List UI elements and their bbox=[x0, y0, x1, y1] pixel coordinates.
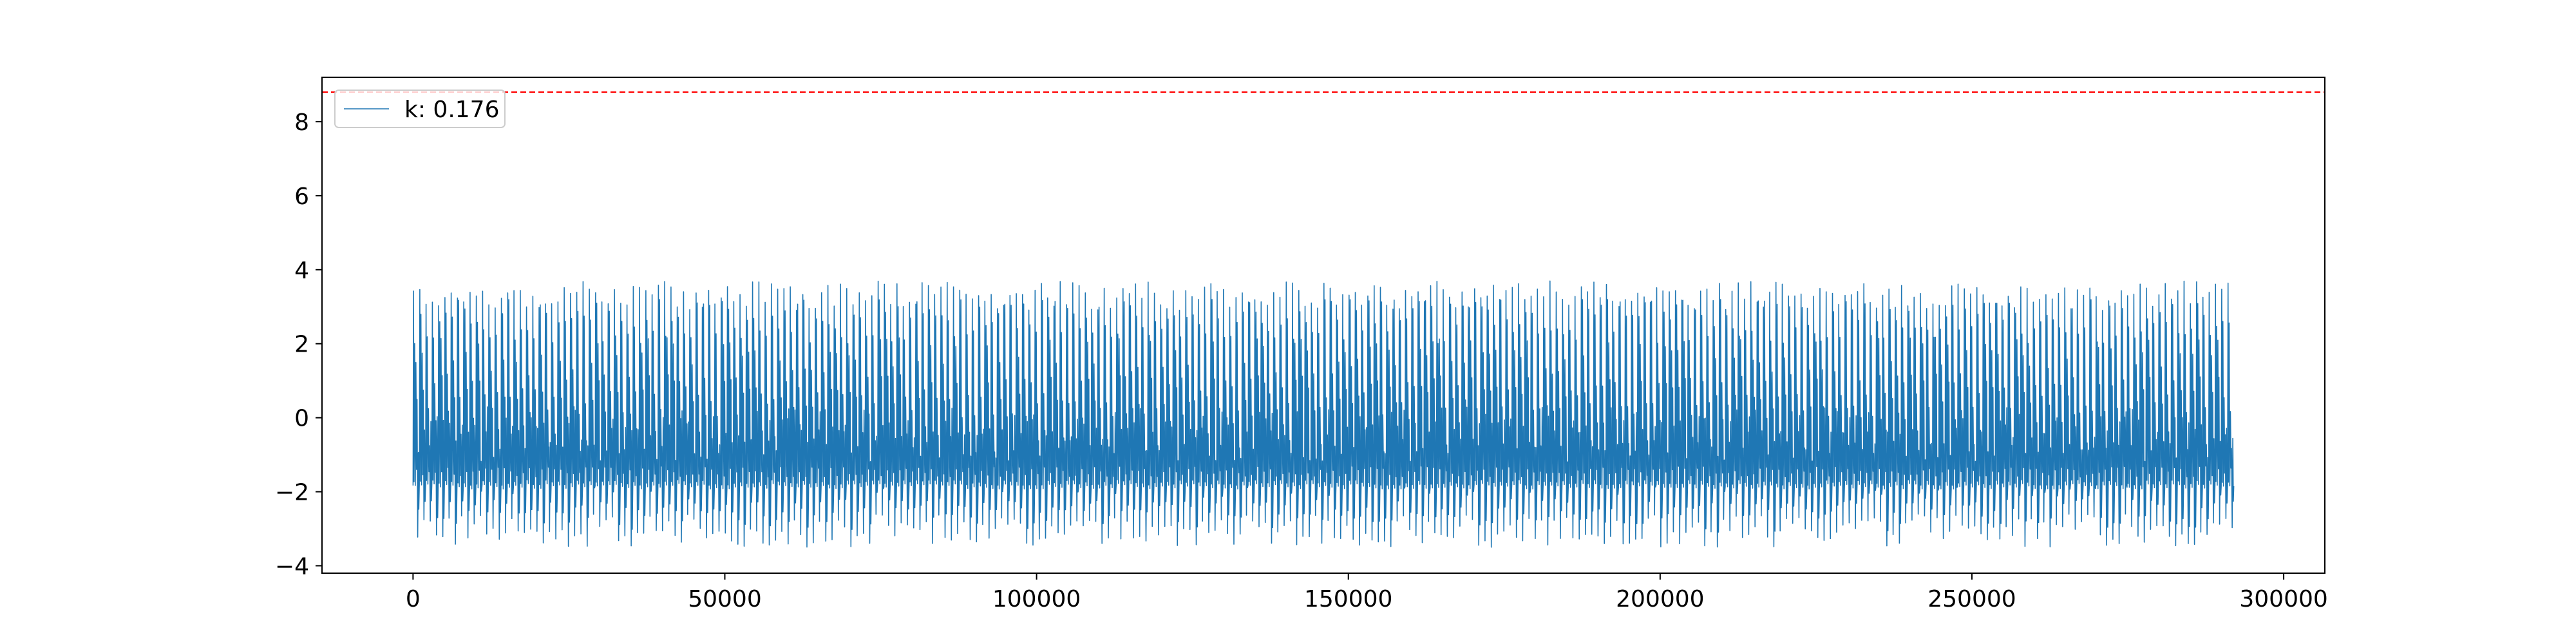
y-tick-label: 0 bbox=[294, 406, 309, 432]
axes-frame bbox=[321, 77, 2325, 574]
x-tick-label: 50000 bbox=[688, 586, 762, 612]
x-tick-label: 100000 bbox=[992, 586, 1081, 612]
y-tick-label: 8 bbox=[294, 109, 309, 136]
legend: k: 0.176 bbox=[334, 90, 506, 128]
x-tick-label: 0 bbox=[406, 586, 421, 612]
legend-label-k: k: 0.176 bbox=[404, 97, 499, 123]
x-tick-label: 150000 bbox=[1304, 586, 1392, 612]
y-tick-label: 4 bbox=[294, 258, 309, 284]
x-tick-label: 200000 bbox=[1616, 586, 1704, 612]
plot-area: 0 50000 100000 150000 200000 250000 300000 −4 −2… bbox=[275, 77, 2328, 612]
legend-box bbox=[334, 90, 506, 128]
y-tick-label: −4 bbox=[275, 554, 309, 580]
y-tick-label: 2 bbox=[294, 332, 309, 358]
y-tick-label: 6 bbox=[294, 184, 309, 210]
y-tick-label: −2 bbox=[275, 480, 309, 506]
x-tick-label: 250000 bbox=[1927, 586, 2016, 612]
series-line-k bbox=[412, 280, 2235, 548]
x-tick-label: 300000 bbox=[2239, 586, 2327, 612]
